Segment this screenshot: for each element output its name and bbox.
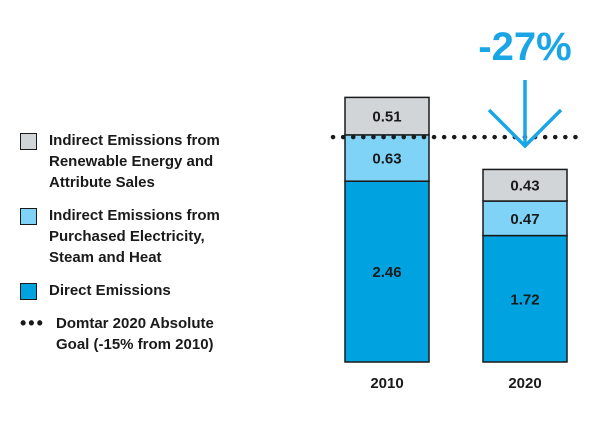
legend-swatch-purchased [20,208,37,225]
bar-2010-indirect-emissions-from [344,134,430,182]
legend-item-goal: ••• Domtar 2020 Absolute Goal (-15% from… [20,313,214,355]
bar-2010-indirect-emissions-from [344,96,430,136]
bar-2020-indirect-emissions-from [482,200,568,237]
data-label-2020-1: 0.47 [510,211,539,228]
legend-label-goal: Domtar 2020 Absolute Goal (-15% from 201… [56,315,214,353]
reduction-percent-label: -27% [478,25,571,69]
legend-label-renewable: Indirect Emissions from Renewable Energy… [49,132,220,191]
data-label-2010-2: 0.51 [372,109,401,126]
data-label-2010-0: 2.46 [372,264,401,281]
legend-swatch-renewable [20,133,37,150]
legend-item-renewable: Indirect Emissions from Renewable Energy… [20,130,220,193]
bars-group: 2.46 0.63 0.51 1.72 0.47 0.43 [344,96,568,363]
data-label-2020-0: 1.72 [510,291,539,308]
data-label-2010-1: 0.63 [372,151,401,168]
x-tick-2020: 2020 [508,375,541,392]
arrow-down-icon [487,80,563,149]
dotted-line-icon: ••• [20,313,45,333]
bar-2010-direct-emissions [344,180,430,363]
data-label-2020-2: 0.43 [510,178,539,195]
x-tick-2010: 2010 [370,375,403,392]
legend-item-direct: Direct Emissions [20,280,171,301]
x-tick-labels: 2010 2020 [370,375,541,392]
legend-label-purchased: Indirect Emissions from Purchased Electr… [49,207,220,266]
legend-label-direct: Direct Emissions [49,282,171,299]
reduction-callout: -27% [478,25,572,149]
bar-2020-indirect-emissions-from [482,168,568,202]
legend-swatch-direct [20,283,37,300]
legend-item-purchased: Indirect Emissions from Purchased Electr… [20,205,220,268]
